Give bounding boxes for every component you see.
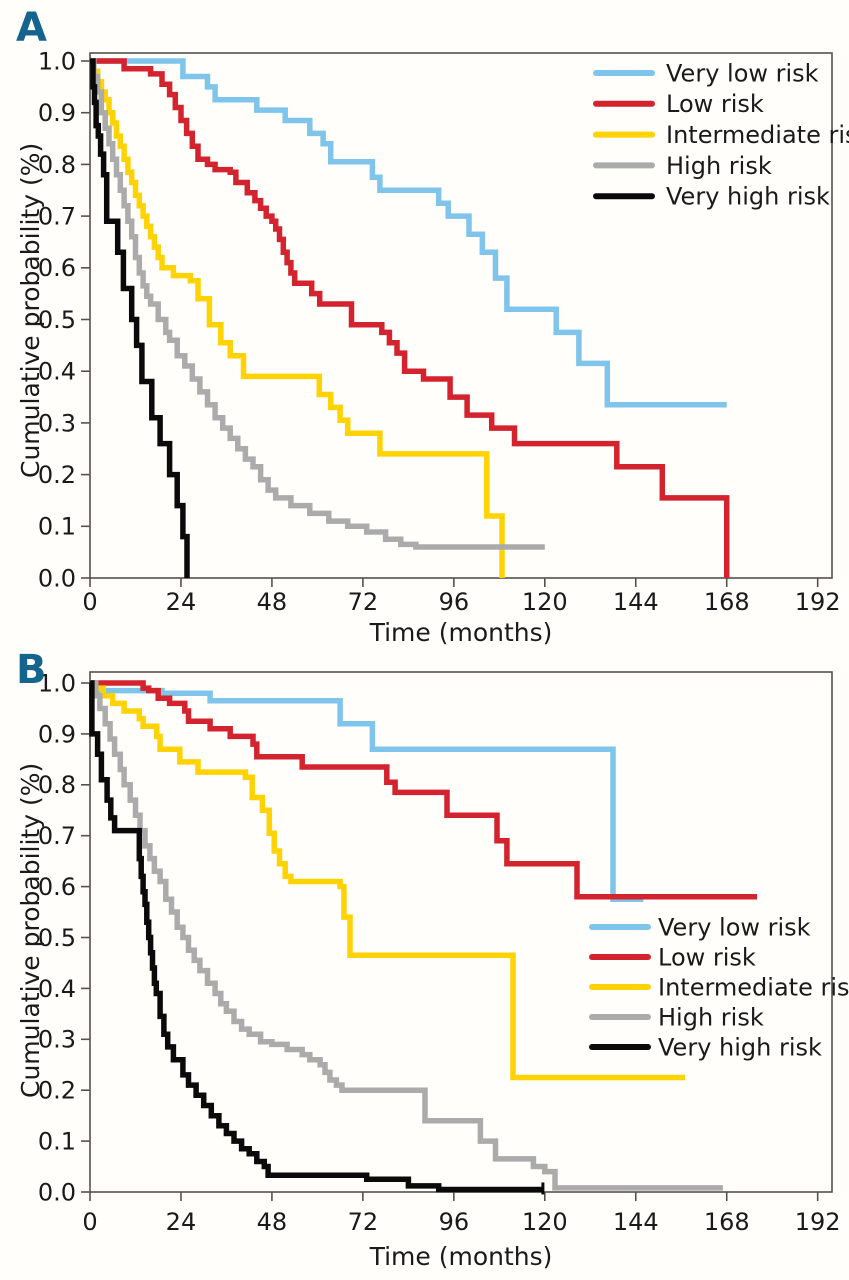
panel-b-x-tick-label: 144	[613, 1208, 659, 1236]
panel-a-y-tick-label: 0.9	[38, 99, 76, 127]
panel-b-y-tick-label: 0.3	[38, 1026, 76, 1054]
panel-b-x-axis-title: Time (months)	[369, 1242, 553, 1271]
panel-a-curve-high-risk	[90, 58, 545, 550]
panel-b-curve-very-low-risk	[90, 680, 644, 903]
panel-a-x-tick-label: 24	[166, 588, 197, 616]
panel-a-y-tick-label: 0.7	[38, 203, 76, 231]
panel-a-x-tick-label: 48	[257, 588, 288, 616]
panel-b-curve-intermediate-risk	[90, 680, 685, 1081]
panel-a-x-tick-label: 72	[348, 588, 379, 616]
panel-a-legend-label-high-risk: High risk	[666, 152, 772, 180]
panel-a-legend-label-very-low-risk: Very low risk	[666, 59, 819, 87]
panel-b-curve-low-risk	[90, 680, 757, 900]
panel-b-curve-very-high-risk	[89, 680, 543, 1193]
panel-b-legend-label-very-high-risk: Very high risk	[658, 1033, 822, 1061]
panel-b-y-tick-label: 0.2	[38, 1077, 76, 1105]
panel-a-y-tick-label: 0.8	[38, 151, 76, 179]
panel-a-letter: A	[16, 5, 47, 51]
panel-a-curve-very-high-risk	[90, 58, 190, 578]
panel-a-curve-very-low-risk	[90, 58, 727, 408]
panel-a-x-tick-label: 168	[704, 588, 750, 616]
panel-a-x-axis-title: Time (months)	[369, 618, 553, 647]
panel-b-legend-label-very-low-risk: Very low risk	[658, 913, 811, 941]
panel-b-x-tick-label: 24	[166, 1208, 197, 1236]
panel-b-x-tick-label: 96	[439, 1208, 470, 1236]
panel-b-y-axis-title: Cumulative probability (%)	[16, 762, 45, 1098]
panel-b-x-tick-label: 72	[348, 1208, 379, 1236]
panel-b-y-tick-label: 0.7	[38, 822, 76, 850]
panel-b-x-tick-label: 168	[704, 1208, 750, 1236]
panel-a-x-tick-label: 192	[795, 588, 841, 616]
panel-a-x-tick-label: 0	[82, 588, 97, 616]
panel-a-curve-low-risk	[90, 58, 730, 578]
panel-a-y-tick-label: 0.1	[38, 513, 76, 541]
panel-a-x-tick-label: 144	[613, 588, 659, 616]
panel-b-y-tick-label: 0.0	[38, 1178, 76, 1206]
panel-b-x-tick-label: 192	[795, 1208, 841, 1236]
panel-a-y-tick-label: 0.0	[38, 564, 76, 592]
panel-b-legend-label-intermediate-risk: Intermediate risk	[658, 973, 849, 1001]
panel-a-y-tick-label: 0.5	[38, 306, 76, 334]
panel-b-y-tick-label: 0.6	[38, 873, 76, 901]
panel-a-x-tick-label: 96	[439, 588, 470, 616]
panel-a-y-axis-title: Cumulative probability (%)	[16, 142, 45, 478]
panel-b-y-tick-label: 1.0	[38, 669, 76, 697]
panel-a-legend-label-intermediate-risk: Intermediate risk	[666, 121, 849, 149]
panel-b-curve-high-risk	[90, 680, 723, 1191]
panel-a-frame	[89, 52, 833, 579]
panel-b-letter: B	[16, 647, 47, 693]
panel-b-y-tick-label: 0.8	[38, 771, 76, 799]
panel-a-curve-intermediate-risk	[90, 58, 505, 578]
panel-b-legend-label-high-risk: High risk	[658, 1003, 764, 1031]
panel-a-x-tick-label: 120	[522, 588, 568, 616]
panel-a-y-tick-label: 0.3	[38, 409, 76, 437]
panel-a-legend-label-low-risk: Low risk	[666, 90, 764, 118]
panel-b-y-tick-label: 0.5	[38, 924, 76, 952]
panel-a-y-tick-label: 0.4	[38, 358, 76, 386]
panel-b-x-tick-label: 0	[82, 1208, 97, 1236]
panel-b-x-tick-label: 48	[257, 1208, 288, 1236]
panel-a-y-tick-label: 1.0	[38, 47, 76, 75]
panel-a-y-tick-label: 0.2	[38, 461, 76, 489]
panel-b-y-tick-label: 0.4	[38, 975, 76, 1003]
panel-b-y-tick-label: 0.1	[38, 1128, 76, 1156]
panel-a-legend-label-very-high-risk: Very high risk	[666, 183, 830, 211]
panel-b-x-tick-label: 120	[522, 1208, 568, 1236]
panel-b-y-tick-label: 0.9	[38, 720, 76, 748]
panel-a-y-tick-label: 0.6	[38, 254, 76, 282]
panel-b-legend-label-low-risk: Low risk	[658, 943, 756, 971]
